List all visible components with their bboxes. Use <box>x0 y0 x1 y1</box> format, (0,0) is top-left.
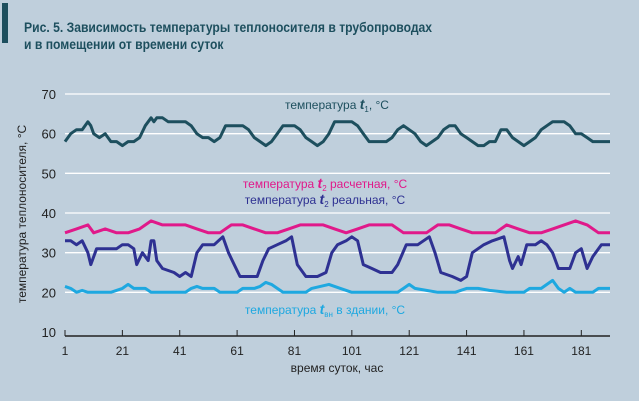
x-tick-label: 161 <box>514 344 534 358</box>
series-label-part: t <box>360 96 366 112</box>
x-tick-label: 41 <box>173 344 187 358</box>
series-label-part: 2 <box>322 184 327 193</box>
series-label-part: температура <box>245 193 320 207</box>
x-tick-label: 101 <box>342 344 362 358</box>
series-label-part: реальная, °С <box>329 193 406 207</box>
series-line <box>63 116 610 148</box>
x-tick-label: 1 <box>62 344 69 358</box>
x-tick-label: 81 <box>288 344 302 358</box>
series-label-part: расчетная, °С <box>327 177 408 191</box>
series-label-part: 2 <box>324 200 329 209</box>
series-label: температура t2 реальная, °С <box>245 191 406 209</box>
series-label-part: температура <box>245 303 320 317</box>
series-label-part: t <box>320 191 326 207</box>
series-label-part: t <box>320 301 326 317</box>
series-line <box>64 219 610 235</box>
series-label: температура tвн в здании, °С <box>245 301 406 319</box>
series-label: температура t1, °С <box>285 96 389 114</box>
series-label-part: 1 <box>364 105 369 114</box>
series-label-part: температура <box>243 177 318 191</box>
y-tick-label: 10 <box>42 325 56 340</box>
y-tick-label: 50 <box>42 166 56 181</box>
x-tick-label: 181 <box>571 344 591 358</box>
x-axis-label: время суток, час <box>291 361 384 375</box>
x-tick-label: 61 <box>230 344 244 358</box>
series-label: температура t2 расчетная, °С <box>243 175 408 193</box>
x-tick-label: 121 <box>399 344 419 358</box>
x-tick-label: 141 <box>457 344 477 358</box>
y-axis-label: температура теплоносителя, °С <box>15 125 29 304</box>
series-label-part: вн <box>324 310 333 319</box>
y-tick-label: 40 <box>42 206 56 221</box>
accent-bar <box>2 3 8 43</box>
series-label-part: в здании, °С <box>333 303 405 317</box>
series-label-part: , °С <box>369 98 389 112</box>
x-tick-label: 21 <box>116 344 130 358</box>
series-line <box>65 235 610 282</box>
series-label-part: t <box>318 175 324 191</box>
y-tick-label: 20 <box>42 285 56 300</box>
series-label-part: температура <box>285 98 360 112</box>
chart-title-line2: и в помещении от времени суток <box>24 37 224 52</box>
chart-title-line1: Рис. 5. Зависимость температуры теплонос… <box>24 20 433 35</box>
y-tick-label: 70 <box>42 87 56 102</box>
series-line <box>64 278 610 294</box>
y-tick-label: 60 <box>42 127 56 142</box>
y-tick-label: 30 <box>42 246 56 261</box>
